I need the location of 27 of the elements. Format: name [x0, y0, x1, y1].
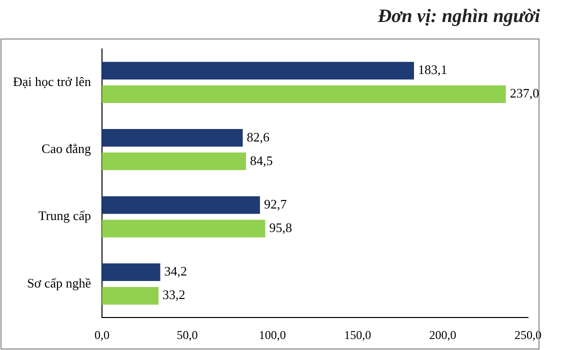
x-tick-label: 250,0 — [514, 328, 542, 342]
data-label: 33,2 — [162, 287, 186, 302]
x-tick-label: 150,0 — [344, 328, 372, 342]
data-label: 82,6 — [246, 129, 270, 144]
x-tick-label: 100,0 — [258, 328, 286, 342]
y-tick-label: Cao đẳng — [42, 141, 92, 156]
x-tick-label: 200,0 — [429, 328, 456, 342]
x-tick-label: 50,0 — [176, 328, 198, 342]
text: Đơn vị: nghìn người — [378, 6, 540, 28]
bar — [102, 263, 160, 282]
y-tick-label: Sơ cấp nghề — [27, 275, 92, 290]
data-label: 237,0 — [510, 86, 540, 101]
y-tick-label: Trung cấp — [38, 208, 91, 224]
x-tick-label: 0,0 — [94, 328, 110, 342]
bar — [102, 129, 243, 147]
y-tick-label: Đại học trở lên — [12, 74, 92, 89]
bar — [102, 62, 414, 80]
bar — [102, 85, 506, 103]
data-label: 95,8 — [269, 220, 292, 235]
bar — [102, 220, 266, 238]
data-label: 92,7 — [264, 196, 288, 212]
bar — [102, 196, 260, 214]
data-label: 183,1 — [418, 62, 448, 78]
data-label: 34,2 — [164, 264, 188, 279]
data-label: 84,5 — [250, 152, 273, 168]
bar — [102, 286, 159, 305]
bar — [102, 152, 246, 170]
